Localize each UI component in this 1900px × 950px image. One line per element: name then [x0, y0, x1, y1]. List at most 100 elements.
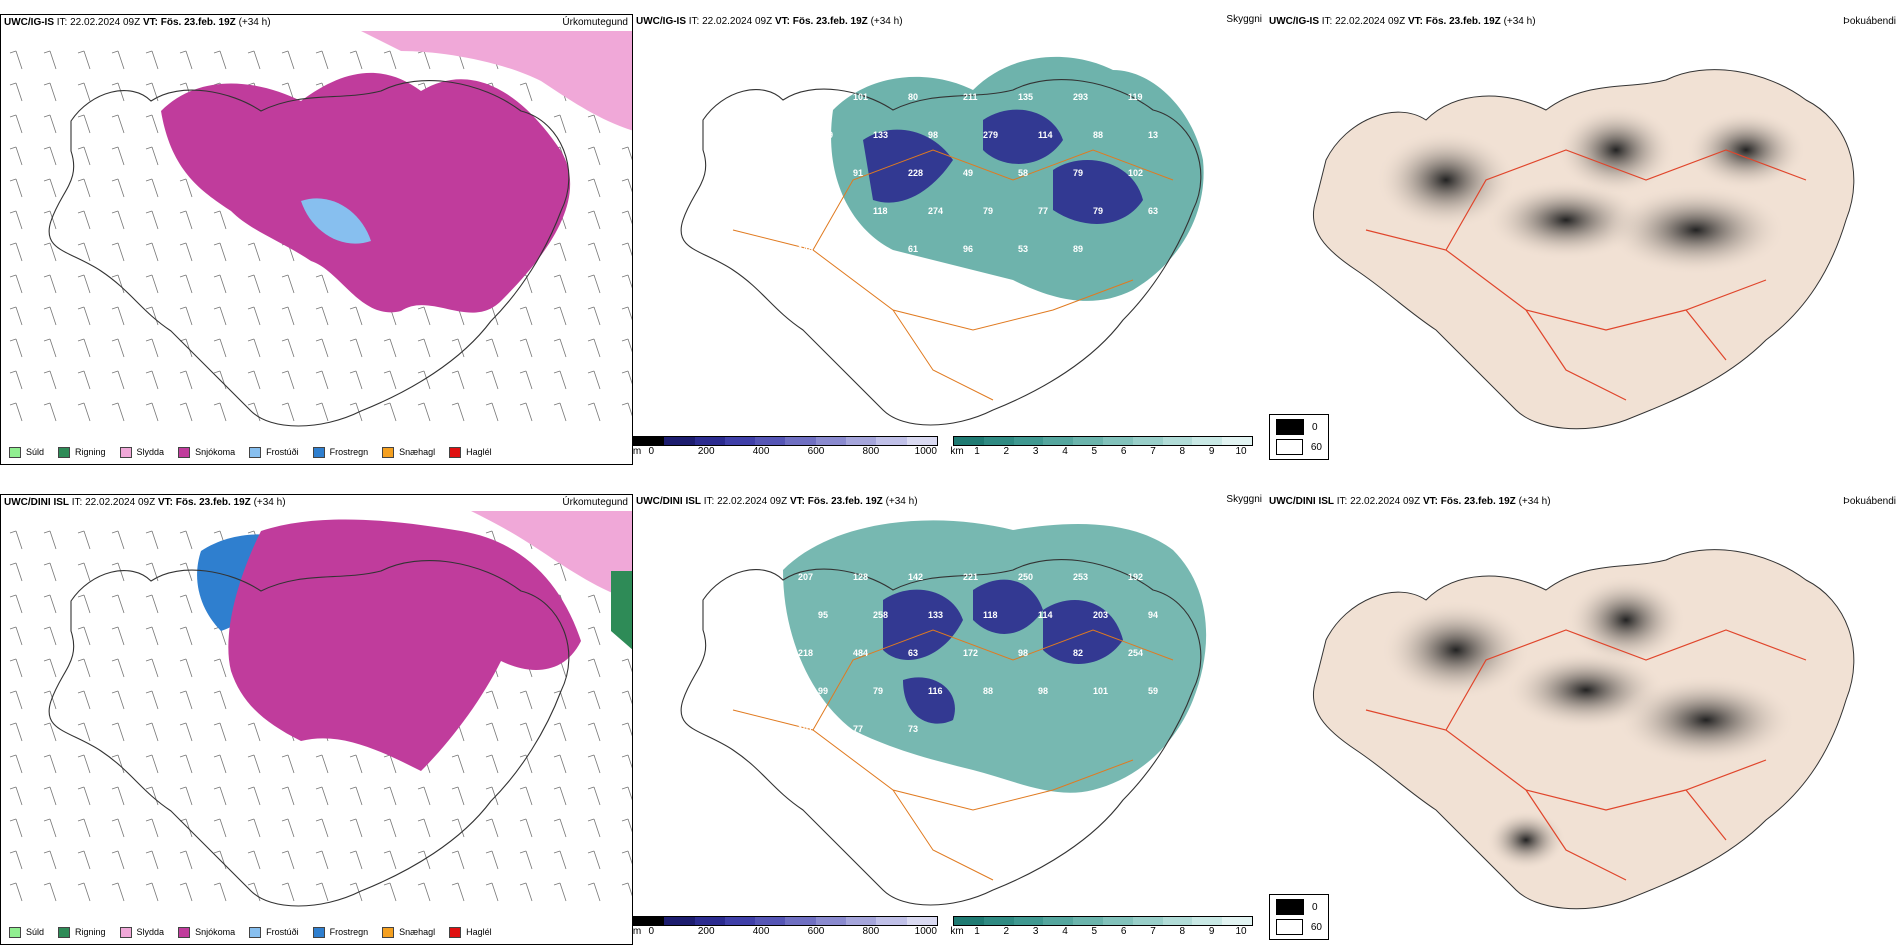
wind-barb	[553, 242, 567, 262]
wind-barb	[349, 370, 363, 390]
wind-barb	[213, 690, 227, 710]
wind-barb	[485, 690, 499, 710]
scale-tick-label: 3	[1032, 446, 1039, 457]
legend-swatch	[119, 446, 132, 458]
wind-barb	[247, 818, 261, 838]
scale-cell	[755, 437, 786, 445]
visibility-value-label: 63	[1148, 206, 1158, 216]
fog-legend-row: 0	[1276, 899, 1322, 915]
fog-legend-label: 60	[1310, 921, 1322, 933]
scale-tick-label: 8	[1179, 926, 1186, 937]
visibility-map: 93 103 101 80 211 135 293 119 168 129 133 98 279 114 8…	[680, 56, 1204, 426]
scale-cell	[983, 917, 1014, 925]
wind-barb	[213, 306, 227, 326]
scale-tick-label: 1000	[914, 926, 937, 937]
wind-barb	[417, 882, 431, 902]
wind-barb	[553, 306, 567, 326]
wind-barb	[179, 210, 193, 230]
wind-barb	[315, 370, 329, 390]
wind-barb	[417, 818, 431, 838]
wind-barb	[315, 882, 329, 902]
scale-cell	[1192, 437, 1223, 445]
wind-barb	[179, 850, 193, 870]
visibility-value-label: 258	[873, 610, 888, 620]
scale-tick-label: 5	[1091, 926, 1098, 937]
legend-swatch	[178, 446, 191, 458]
wind-barb	[77, 626, 91, 646]
scale-cell	[1162, 917, 1193, 925]
wind-barb	[587, 594, 601, 614]
visibility-value-label: 133	[873, 130, 888, 140]
wind-barb	[9, 306, 23, 326]
visibility-value-label: 239	[743, 648, 758, 658]
visibility-value-label: 207	[798, 572, 813, 582]
wind-barb	[621, 722, 632, 737]
wind-barb	[451, 882, 465, 902]
wind-barb	[213, 50, 227, 70]
height-scale-row2: m 0 200 400 600 800 1000	[633, 916, 938, 938]
scale-tick-label: 6	[1120, 926, 1127, 937]
visibility-value-label: 107	[798, 724, 813, 734]
fog-map	[1312, 549, 1855, 910]
fog-legend-swatch	[1276, 899, 1304, 915]
legend-swatch	[382, 446, 395, 458]
wind-barb	[111, 882, 125, 902]
legend-swatch	[9, 926, 21, 938]
scale-cell	[876, 437, 907, 445]
wind-barb	[519, 82, 533, 102]
precip-map	[9, 511, 632, 907]
visibility-value-label: 129	[818, 130, 833, 140]
visibility-value-label: 211	[963, 92, 978, 102]
wind-barb	[9, 626, 23, 646]
iceland-outline	[48, 560, 570, 907]
wind-barb	[179, 530, 193, 550]
scale-cell	[815, 917, 847, 925]
wind-barb	[145, 178, 159, 198]
legend-swatch	[178, 926, 191, 938]
visibility-value-label: 250	[1018, 572, 1033, 582]
scale-cell	[1192, 917, 1223, 925]
visibility-value-label: 49	[963, 168, 973, 178]
visibility-value-label: 82	[1073, 648, 1083, 658]
wind-barb	[349, 306, 363, 326]
wind-barb	[43, 722, 57, 742]
wind-barb	[111, 146, 125, 166]
visibility-value-label: 77	[853, 724, 863, 734]
fog-legend-label: 60	[1310, 441, 1322, 453]
wind-barb	[519, 306, 533, 326]
wind-barb	[9, 146, 23, 166]
wind-barb	[111, 178, 125, 198]
wind-barb	[77, 370, 91, 390]
legend-item: Snæhagl	[382, 926, 436, 938]
wind-barb	[179, 50, 193, 70]
legend-label: Haglél	[466, 447, 492, 457]
wind-barb	[315, 50, 329, 70]
visibility-value-label: 118	[873, 206, 888, 216]
wind-barb	[213, 722, 227, 742]
wind-barb	[9, 210, 23, 230]
wind-barb	[383, 850, 397, 870]
wind-barb	[587, 690, 601, 710]
wind-barb	[145, 690, 159, 710]
road-network	[1365, 629, 1807, 881]
legend-swatch	[249, 926, 262, 938]
wind-barb	[9, 818, 23, 838]
visibility-value-label: 221	[963, 572, 978, 582]
wind-barb	[621, 338, 632, 353]
visibility-value-label: 79	[983, 206, 993, 216]
wind-barb	[213, 274, 227, 294]
param-title: Úrkomutegund	[562, 17, 628, 28]
wind-barb	[77, 850, 91, 870]
wind-barb	[451, 402, 465, 422]
scale-cell	[724, 917, 756, 925]
legend-label: Rigning	[75, 447, 106, 457]
wind-barb	[383, 402, 397, 422]
wind-barb	[519, 402, 533, 422]
wind-barb	[43, 562, 57, 582]
fog-legend-row: 60	[1276, 439, 1322, 455]
visibility-value-label: 79	[1093, 206, 1103, 216]
wind-barb	[315, 306, 329, 326]
wind-barb	[247, 754, 261, 774]
legend-label: Snæhagl	[399, 927, 436, 937]
wind-barb	[553, 274, 567, 294]
